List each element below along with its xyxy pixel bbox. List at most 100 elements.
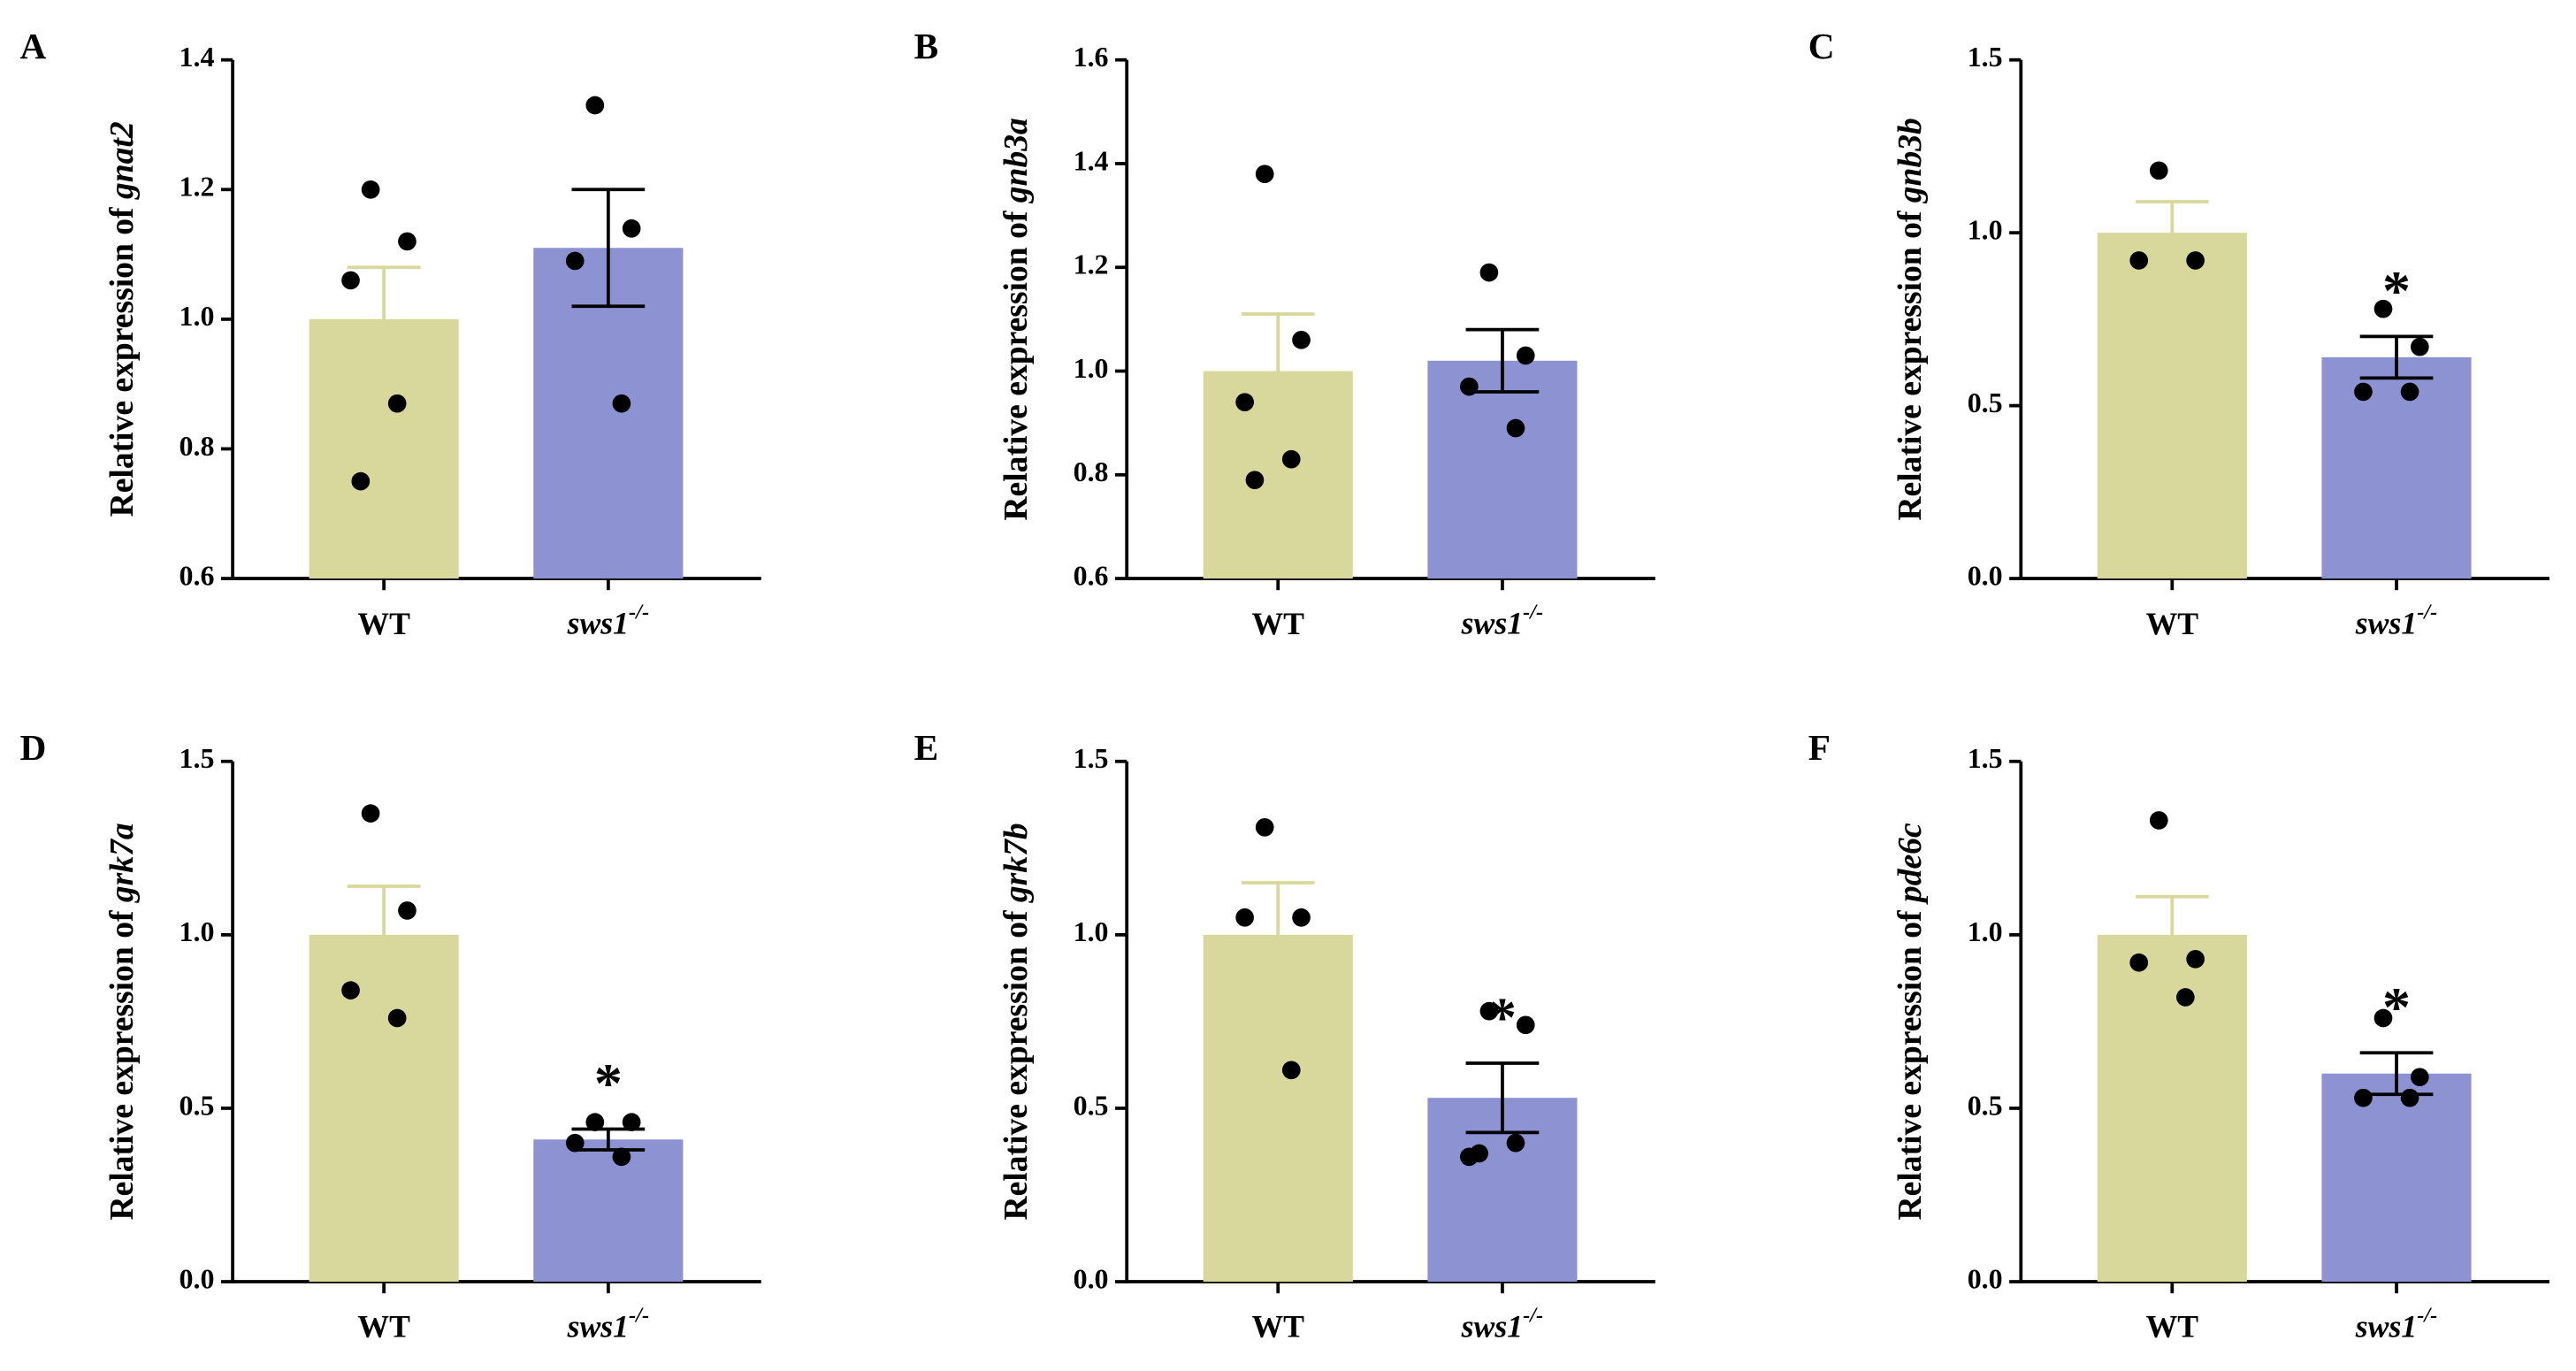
data-point (341, 271, 360, 290)
bar (2321, 1073, 2472, 1283)
category-sup: -/- (629, 1303, 649, 1327)
y-label-gene: pde6c (1892, 823, 1929, 905)
panel: F Relative expression of pde6c 0.0 0.5 1.0 1.5… (1808, 727, 2549, 1344)
x-tick-label: WT (357, 1309, 410, 1344)
panel-letter: B (914, 26, 939, 66)
category-text: sws1 (2355, 606, 2417, 641)
data-point (1235, 908, 1254, 927)
y-tick-label: 1.2 (1074, 249, 1109, 280)
y-tick-label: 0.6 (1074, 560, 1109, 591)
data-point (2354, 382, 2373, 402)
data-point (1292, 908, 1311, 927)
data-point (2411, 337, 2429, 356)
data-point (585, 96, 605, 115)
x-tick-label: WT (357, 606, 410, 641)
y-tick-label: 1.0 (180, 916, 215, 947)
error-bar (1465, 327, 1540, 394)
data-point (1460, 377, 1479, 396)
x-tick-label: sws1-/- (567, 1303, 650, 1344)
y-tick-label: 1.5 (1968, 743, 2003, 774)
data-point (622, 1113, 641, 1131)
error-bar (347, 885, 421, 985)
panel: A Relative expression of gnat2 0.6 0.8 1.0 1.2… (20, 26, 761, 641)
y-tick-label: 0.5 (1968, 387, 2003, 418)
y-tick-label: 1.0 (180, 301, 215, 332)
data-point (1245, 471, 1265, 489)
data-point (612, 1147, 631, 1167)
significance-star: * (1488, 986, 1517, 1049)
category-text: sws1 (567, 606, 629, 641)
error-bar (2135, 894, 2209, 975)
data-point (351, 471, 371, 491)
error-bar (1241, 881, 1315, 989)
bar (2321, 356, 2472, 579)
y-label-gene: grk7a (104, 823, 141, 903)
y-label-text: Relative expression of (1892, 910, 1929, 1220)
x-tick-label: sws1-/- (2355, 600, 2437, 641)
panel-letter: E (914, 727, 939, 768)
y-tick-label: 0.5 (1968, 1090, 2003, 1121)
x-tick-label: WT (2146, 606, 2199, 641)
panel-letter: C (1808, 26, 1835, 66)
data-point (1255, 165, 1274, 184)
y-label-gene: gnb3b (1892, 118, 1929, 203)
data-point (387, 1008, 407, 1028)
data-point (1506, 1133, 1525, 1153)
x-tick-label: sws1-/- (1461, 1303, 1544, 1344)
data-point (1479, 1001, 1499, 1021)
category-sup: -/- (629, 600, 649, 624)
x-tick-label: sws1-/- (1461, 600, 1544, 641)
y-tick-label: 0.8 (1074, 456, 1109, 487)
x-tick-label: sws1-/- (567, 600, 650, 641)
error-bar (2359, 334, 2434, 380)
y-label-gene: gnat2 (104, 121, 141, 200)
bar (1203, 934, 1353, 1283)
category-text: sws1 (1461, 606, 1523, 641)
bar (309, 934, 459, 1283)
y-tick-label: 1.0 (1968, 916, 2003, 947)
panel: D Relative expression of grk7a 0.0 0.5 1.0 1.5… (20, 727, 761, 1344)
y-axis-label: Relative expression of pde6c (1892, 823, 1929, 1220)
data-point (2373, 299, 2393, 318)
y-tick-label: 1.5 (180, 743, 215, 774)
data-point (1479, 263, 1499, 282)
data-point (565, 251, 585, 271)
bar (533, 1139, 684, 1283)
error-bar (1241, 312, 1315, 430)
data-point (1255, 817, 1274, 837)
y-axis-label: Relative expression of gnb3a (998, 118, 1035, 520)
y-axis-label: Relative expression of gnb3b (1892, 118, 1929, 520)
panel-letter: A (20, 26, 47, 66)
y-label-gene: grk7b (998, 823, 1035, 903)
data-point (2411, 1068, 2429, 1086)
data-point (1292, 331, 1311, 349)
y-tick-label: 0.0 (180, 1263, 215, 1294)
y-tick-label: 1.5 (1074, 743, 1109, 774)
panel-letter: D (20, 727, 47, 768)
y-axis-label: Relative expression of grk7a (104, 823, 141, 1220)
data-point (2149, 161, 2168, 180)
data-point (585, 1113, 605, 1131)
data-point (1516, 1015, 1535, 1035)
significance-star: * (2382, 259, 2411, 322)
category-sup: -/- (2417, 1303, 2437, 1327)
category-sup: -/- (1523, 600, 1543, 624)
data-point (1506, 418, 1525, 438)
data-point (2373, 1008, 2393, 1028)
error-bar (571, 188, 646, 309)
data-point (1281, 1061, 1301, 1080)
x-tick-label: WT (2146, 1309, 2199, 1344)
y-tick-label: 0.0 (1968, 1263, 2003, 1294)
data-point (361, 180, 380, 199)
category-text: sws1 (1461, 1309, 1523, 1344)
y-tick-label: 1.4 (180, 42, 215, 73)
data-point (2129, 251, 2149, 270)
data-point (2400, 382, 2419, 402)
y-label-text: Relative expression of (998, 910, 1035, 1220)
data-point (2129, 953, 2149, 972)
bar (1427, 360, 1578, 579)
y-tick-label: 1.0 (1968, 214, 2003, 245)
y-tick-label: 1.0 (1074, 353, 1109, 384)
y-tick-label: 0.5 (180, 1090, 215, 1121)
data-point (2354, 1088, 2373, 1107)
